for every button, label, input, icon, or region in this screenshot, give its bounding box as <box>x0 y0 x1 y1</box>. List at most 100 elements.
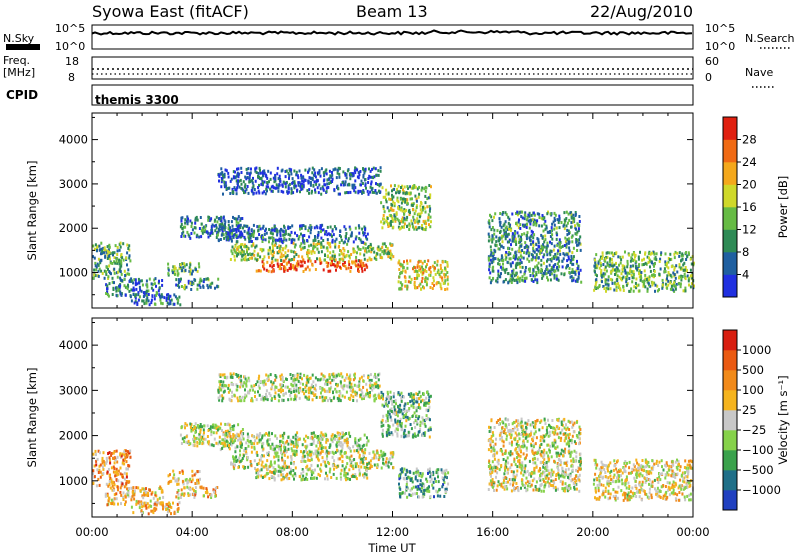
velocity-cell <box>369 452 371 455</box>
power-cell <box>243 191 245 194</box>
velocity-cell <box>247 466 249 469</box>
power-cell <box>92 245 94 248</box>
power-cell <box>246 258 248 261</box>
velocity-cell <box>356 385 358 388</box>
velocity-cell <box>229 389 231 392</box>
power-cell <box>573 217 575 220</box>
power-cell <box>650 270 652 273</box>
power-cell <box>265 228 267 231</box>
velocity-cell <box>193 444 195 447</box>
power-cell <box>400 263 402 266</box>
power-cell <box>383 205 385 208</box>
power-cell <box>296 234 298 237</box>
power-cell <box>414 212 416 215</box>
power-cell <box>119 291 121 294</box>
power-cell <box>568 271 570 274</box>
power-cell <box>546 276 548 279</box>
power-cell <box>272 229 274 232</box>
power-cell <box>128 244 130 247</box>
velocity-cell <box>106 457 108 460</box>
velocity-cell <box>305 460 307 463</box>
power-cell <box>544 220 546 223</box>
power-cell <box>630 287 632 290</box>
velocity-cell <box>358 468 360 471</box>
power-cell <box>284 247 286 250</box>
power-cell <box>259 255 261 258</box>
power-cell <box>526 223 528 226</box>
power-cell <box>493 229 495 232</box>
power-cell <box>237 253 239 256</box>
power-cell <box>368 167 370 170</box>
power-cell <box>268 240 270 243</box>
power-cell <box>262 182 264 185</box>
power-cell <box>627 260 629 263</box>
velocity-cell <box>181 488 183 491</box>
power-cell <box>146 298 148 301</box>
power-cell <box>531 258 533 261</box>
power-cell <box>562 265 564 268</box>
power-cell <box>339 266 341 269</box>
power-cell <box>620 277 622 280</box>
power-cell <box>440 264 442 267</box>
power-cell <box>103 248 105 251</box>
power-cell <box>251 245 253 248</box>
power-cell <box>419 283 421 286</box>
power-cell <box>336 176 338 179</box>
velocity-cell <box>147 502 149 505</box>
velocity-cell <box>392 466 394 469</box>
power-cell <box>574 271 576 274</box>
power-cell <box>356 251 358 254</box>
power-cell <box>499 263 501 266</box>
power-cell <box>349 177 351 180</box>
power-cell <box>556 274 558 277</box>
power-cell <box>608 284 610 287</box>
power-cell <box>578 224 580 227</box>
power-cell <box>107 275 109 278</box>
power-cell <box>335 227 337 230</box>
power-cell <box>609 257 611 260</box>
power-cell <box>206 230 208 233</box>
power-cell <box>439 273 441 276</box>
velocity-cell <box>181 493 183 496</box>
power-cell <box>237 225 239 228</box>
power-cell <box>117 276 119 279</box>
velocity-cell <box>150 505 152 508</box>
velocity-cell <box>162 507 164 510</box>
velocity-cell <box>373 451 375 454</box>
power-cell <box>249 180 251 183</box>
power-cell <box>534 278 536 281</box>
velocity-cell <box>290 398 292 401</box>
velocity-cell <box>103 451 105 454</box>
velocity-cell <box>293 390 295 393</box>
colorbar-tick-label: 20 <box>742 178 757 192</box>
power-cell <box>425 228 427 231</box>
power-cell <box>510 229 512 232</box>
power-cell <box>510 265 512 268</box>
power-cell <box>259 169 261 172</box>
power-cell <box>563 273 565 276</box>
velocity-cell <box>299 397 301 400</box>
velocity-cell <box>192 487 194 490</box>
velocity-cell <box>333 468 335 471</box>
power-cell <box>434 267 436 270</box>
power-cell <box>210 286 212 289</box>
velocity-cell <box>203 494 205 497</box>
power-cell <box>350 253 352 256</box>
power-cell <box>243 250 245 253</box>
power-cell <box>508 253 510 256</box>
power-cell <box>601 257 603 260</box>
power-cell <box>120 270 122 273</box>
velocity-cell <box>230 376 232 379</box>
power-cell <box>674 256 676 259</box>
power-cell <box>544 272 546 275</box>
power-cell <box>690 258 692 261</box>
velocity-cell <box>111 502 113 505</box>
power-cell <box>315 243 317 246</box>
power-cell <box>440 283 442 286</box>
velocity-cell <box>99 484 101 487</box>
velocity-cell <box>195 486 197 489</box>
power-cell <box>528 219 530 222</box>
power-cell <box>277 190 279 193</box>
power-cell <box>331 241 333 244</box>
power-cell <box>298 238 300 241</box>
